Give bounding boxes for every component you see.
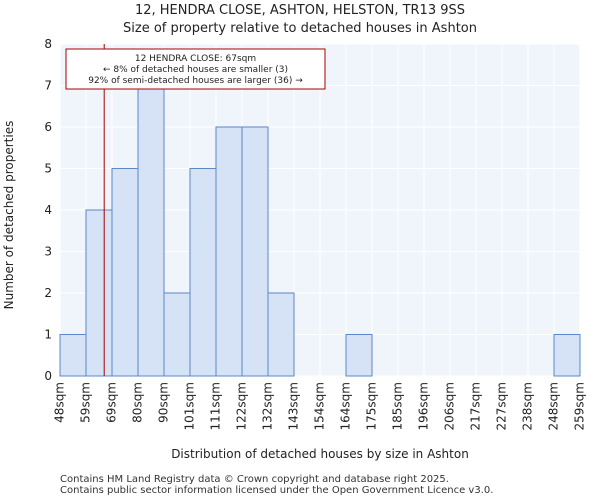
histogram-bar: [59, 334, 87, 377]
x-tick-label: 90sqm: [157, 382, 171, 423]
annotation-text-line: ← 8% of detached houses are smaller (3): [103, 65, 288, 75]
histogram-bar: [553, 334, 581, 377]
y-tick-label: 0: [44, 369, 52, 383]
histogram-bar: [241, 126, 269, 377]
histogram-bar: [111, 168, 139, 377]
x-tick-label: 206sqm: [443, 382, 457, 430]
x-tick-label: 175sqm: [365, 382, 379, 430]
x-tick-label: 217sqm: [469, 382, 483, 430]
x-tick-label: 69sqm: [105, 382, 119, 423]
x-tick-label: 164sqm: [339, 382, 353, 430]
x-tick-label: 259sqm: [573, 382, 587, 430]
histogram-bar: [163, 292, 191, 377]
x-tick-label: 154sqm: [313, 382, 327, 430]
x-tick-label: 185sqm: [391, 382, 405, 430]
y-tick-label: 2: [44, 286, 52, 300]
footer-line1: Contains HM Land Registry data © Crown c…: [60, 474, 449, 485]
y-tick-label: 7: [44, 79, 52, 93]
y-tick-label: 6: [44, 120, 52, 134]
histogram-bar: [345, 334, 373, 377]
y-tick-label: 1: [44, 328, 52, 342]
x-tick-label: 80sqm: [131, 382, 145, 423]
x-axis-label: Distribution of detached houses by size …: [171, 447, 469, 461]
y-tick-label: 3: [44, 245, 52, 259]
histogram-bar: [267, 292, 295, 377]
histogram-bar: [189, 168, 217, 377]
x-tick-label: 143sqm: [287, 382, 301, 430]
y-axis-label: Number of detached properties: [2, 121, 16, 310]
x-tick-label: 48sqm: [53, 382, 67, 423]
x-tick-label: 122sqm: [235, 382, 249, 430]
x-tick-label: 132sqm: [261, 382, 275, 430]
x-tick-label: 196sqm: [417, 382, 431, 430]
y-tick-label: 4: [44, 203, 52, 217]
x-tick-label: 227sqm: [495, 382, 509, 430]
x-tick-label: 238sqm: [521, 382, 535, 430]
histogram-bar: [85, 209, 113, 377]
x-tick-label: 59sqm: [79, 382, 93, 423]
annotation-text-line: 12 HENDRA CLOSE: 67sqm: [135, 54, 256, 64]
x-tick-label: 248sqm: [547, 382, 561, 430]
chart-title-line1: 12, HENDRA CLOSE, ASHTON, HELSTON, TR13 …: [134, 3, 466, 18]
histogram-bar: [215, 126, 243, 377]
annotation-box: [65, 48, 326, 90]
footer-line2: Contains public sector information licen…: [60, 485, 494, 496]
histogram-bar: [137, 85, 165, 377]
y-tick-label: 5: [44, 162, 52, 176]
y-tick-label: 8: [44, 37, 52, 51]
x-tick-label: 101sqm: [183, 382, 197, 430]
x-tick-label: 111sqm: [209, 382, 223, 430]
annotation-text-line: 92% of semi-detached houses are larger (…: [88, 76, 303, 86]
chart-title-line2: Size of property relative to detached ho…: [123, 21, 477, 36]
